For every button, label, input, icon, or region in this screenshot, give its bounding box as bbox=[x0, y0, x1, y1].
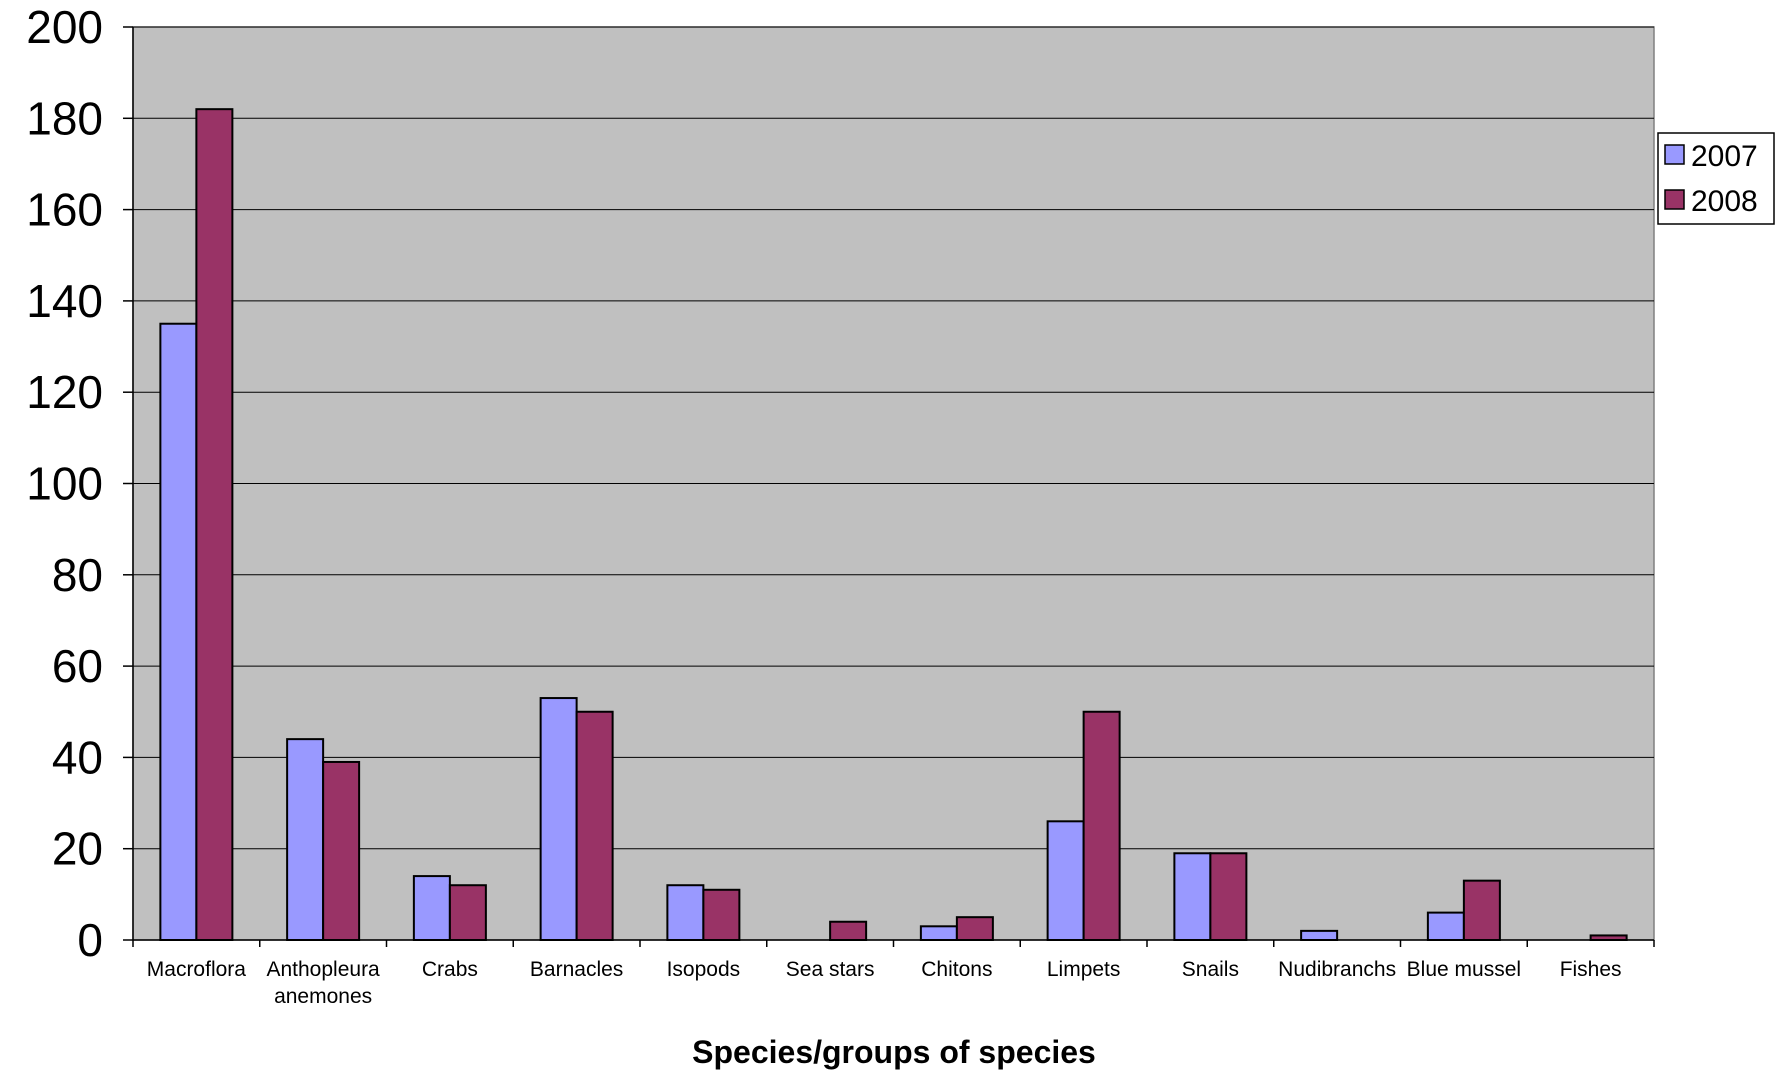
y-tick-label: 100 bbox=[26, 458, 103, 510]
y-tick-label: 80 bbox=[52, 549, 103, 601]
bar-2008 bbox=[702, 888, 741, 941]
bar-2008 bbox=[829, 920, 868, 941]
bar-2007 bbox=[666, 884, 705, 941]
legend-swatch-2007 bbox=[1664, 144, 1685, 165]
x-tick-label: Anthopleura bbox=[266, 958, 380, 981]
legend-label: 2008 bbox=[1691, 185, 1758, 218]
x-tick-label: Barnacles bbox=[530, 958, 623, 981]
bar-2007 bbox=[1426, 911, 1465, 941]
x-axis-title: Species/groups of species bbox=[692, 1034, 1096, 1070]
x-axis-ticks: Macroflora Anthopleura anemones Crabs Barnac… bbox=[132, 940, 1655, 1008]
x-tick-label: Sea stars bbox=[786, 958, 875, 981]
bar-2007 bbox=[539, 697, 578, 941]
x-tick-label: Nudibranchs bbox=[1278, 958, 1396, 981]
x-tick-label: Isopods bbox=[667, 958, 741, 981]
y-axis-ticks: 0 20 40 60 80 100 120 140 160 180 200 bbox=[26, 1, 133, 966]
bar-2008 bbox=[1209, 852, 1248, 942]
bar-2007 bbox=[286, 738, 325, 942]
bar-2008 bbox=[1082, 710, 1121, 941]
bar-2007 bbox=[1300, 929, 1339, 941]
bars bbox=[159, 108, 1628, 942]
legend-swatch-2008 bbox=[1664, 189, 1685, 210]
y-tick-label: 200 bbox=[26, 1, 103, 53]
y-tick-label: 160 bbox=[26, 184, 103, 236]
x-tick-label: Chitons bbox=[921, 958, 992, 981]
x-tick-label: Crabs bbox=[422, 958, 478, 981]
x-tick-label: Fishes bbox=[1560, 958, 1622, 981]
bar-2008 bbox=[955, 916, 994, 941]
y-tick-label: 0 bbox=[77, 914, 103, 966]
y-tick-label: 140 bbox=[26, 275, 103, 327]
x-tick-label: Blue mussel bbox=[1407, 958, 1521, 981]
y-tick-label: 60 bbox=[52, 640, 103, 692]
y-tick-label: 180 bbox=[26, 92, 103, 144]
x-tick-label: Macroflora bbox=[147, 958, 247, 981]
x-tick-label: Limpets bbox=[1047, 958, 1121, 981]
bar-2007 bbox=[1173, 852, 1212, 942]
bar-2008 bbox=[1462, 879, 1501, 942]
y-tick-label: 120 bbox=[26, 366, 103, 418]
bar-2007 bbox=[919, 925, 958, 941]
legend-label: 2007 bbox=[1691, 140, 1758, 173]
legend: 2007 2008 bbox=[1657, 132, 1775, 225]
bar-2007 bbox=[412, 875, 451, 942]
x-tick-label: anemones bbox=[274, 985, 372, 1008]
y-tick-label: 40 bbox=[52, 731, 103, 783]
bar-2007 bbox=[1046, 820, 1085, 941]
bar-2008 bbox=[322, 760, 361, 942]
gridlines bbox=[133, 26, 1654, 850]
bar-2007 bbox=[159, 322, 198, 942]
bar-2008 bbox=[575, 710, 614, 941]
x-tick-label: Snails bbox=[1182, 958, 1239, 981]
bar-2008 bbox=[448, 884, 487, 941]
y-tick-label: 20 bbox=[52, 823, 103, 875]
bar-2008 bbox=[195, 108, 234, 942]
